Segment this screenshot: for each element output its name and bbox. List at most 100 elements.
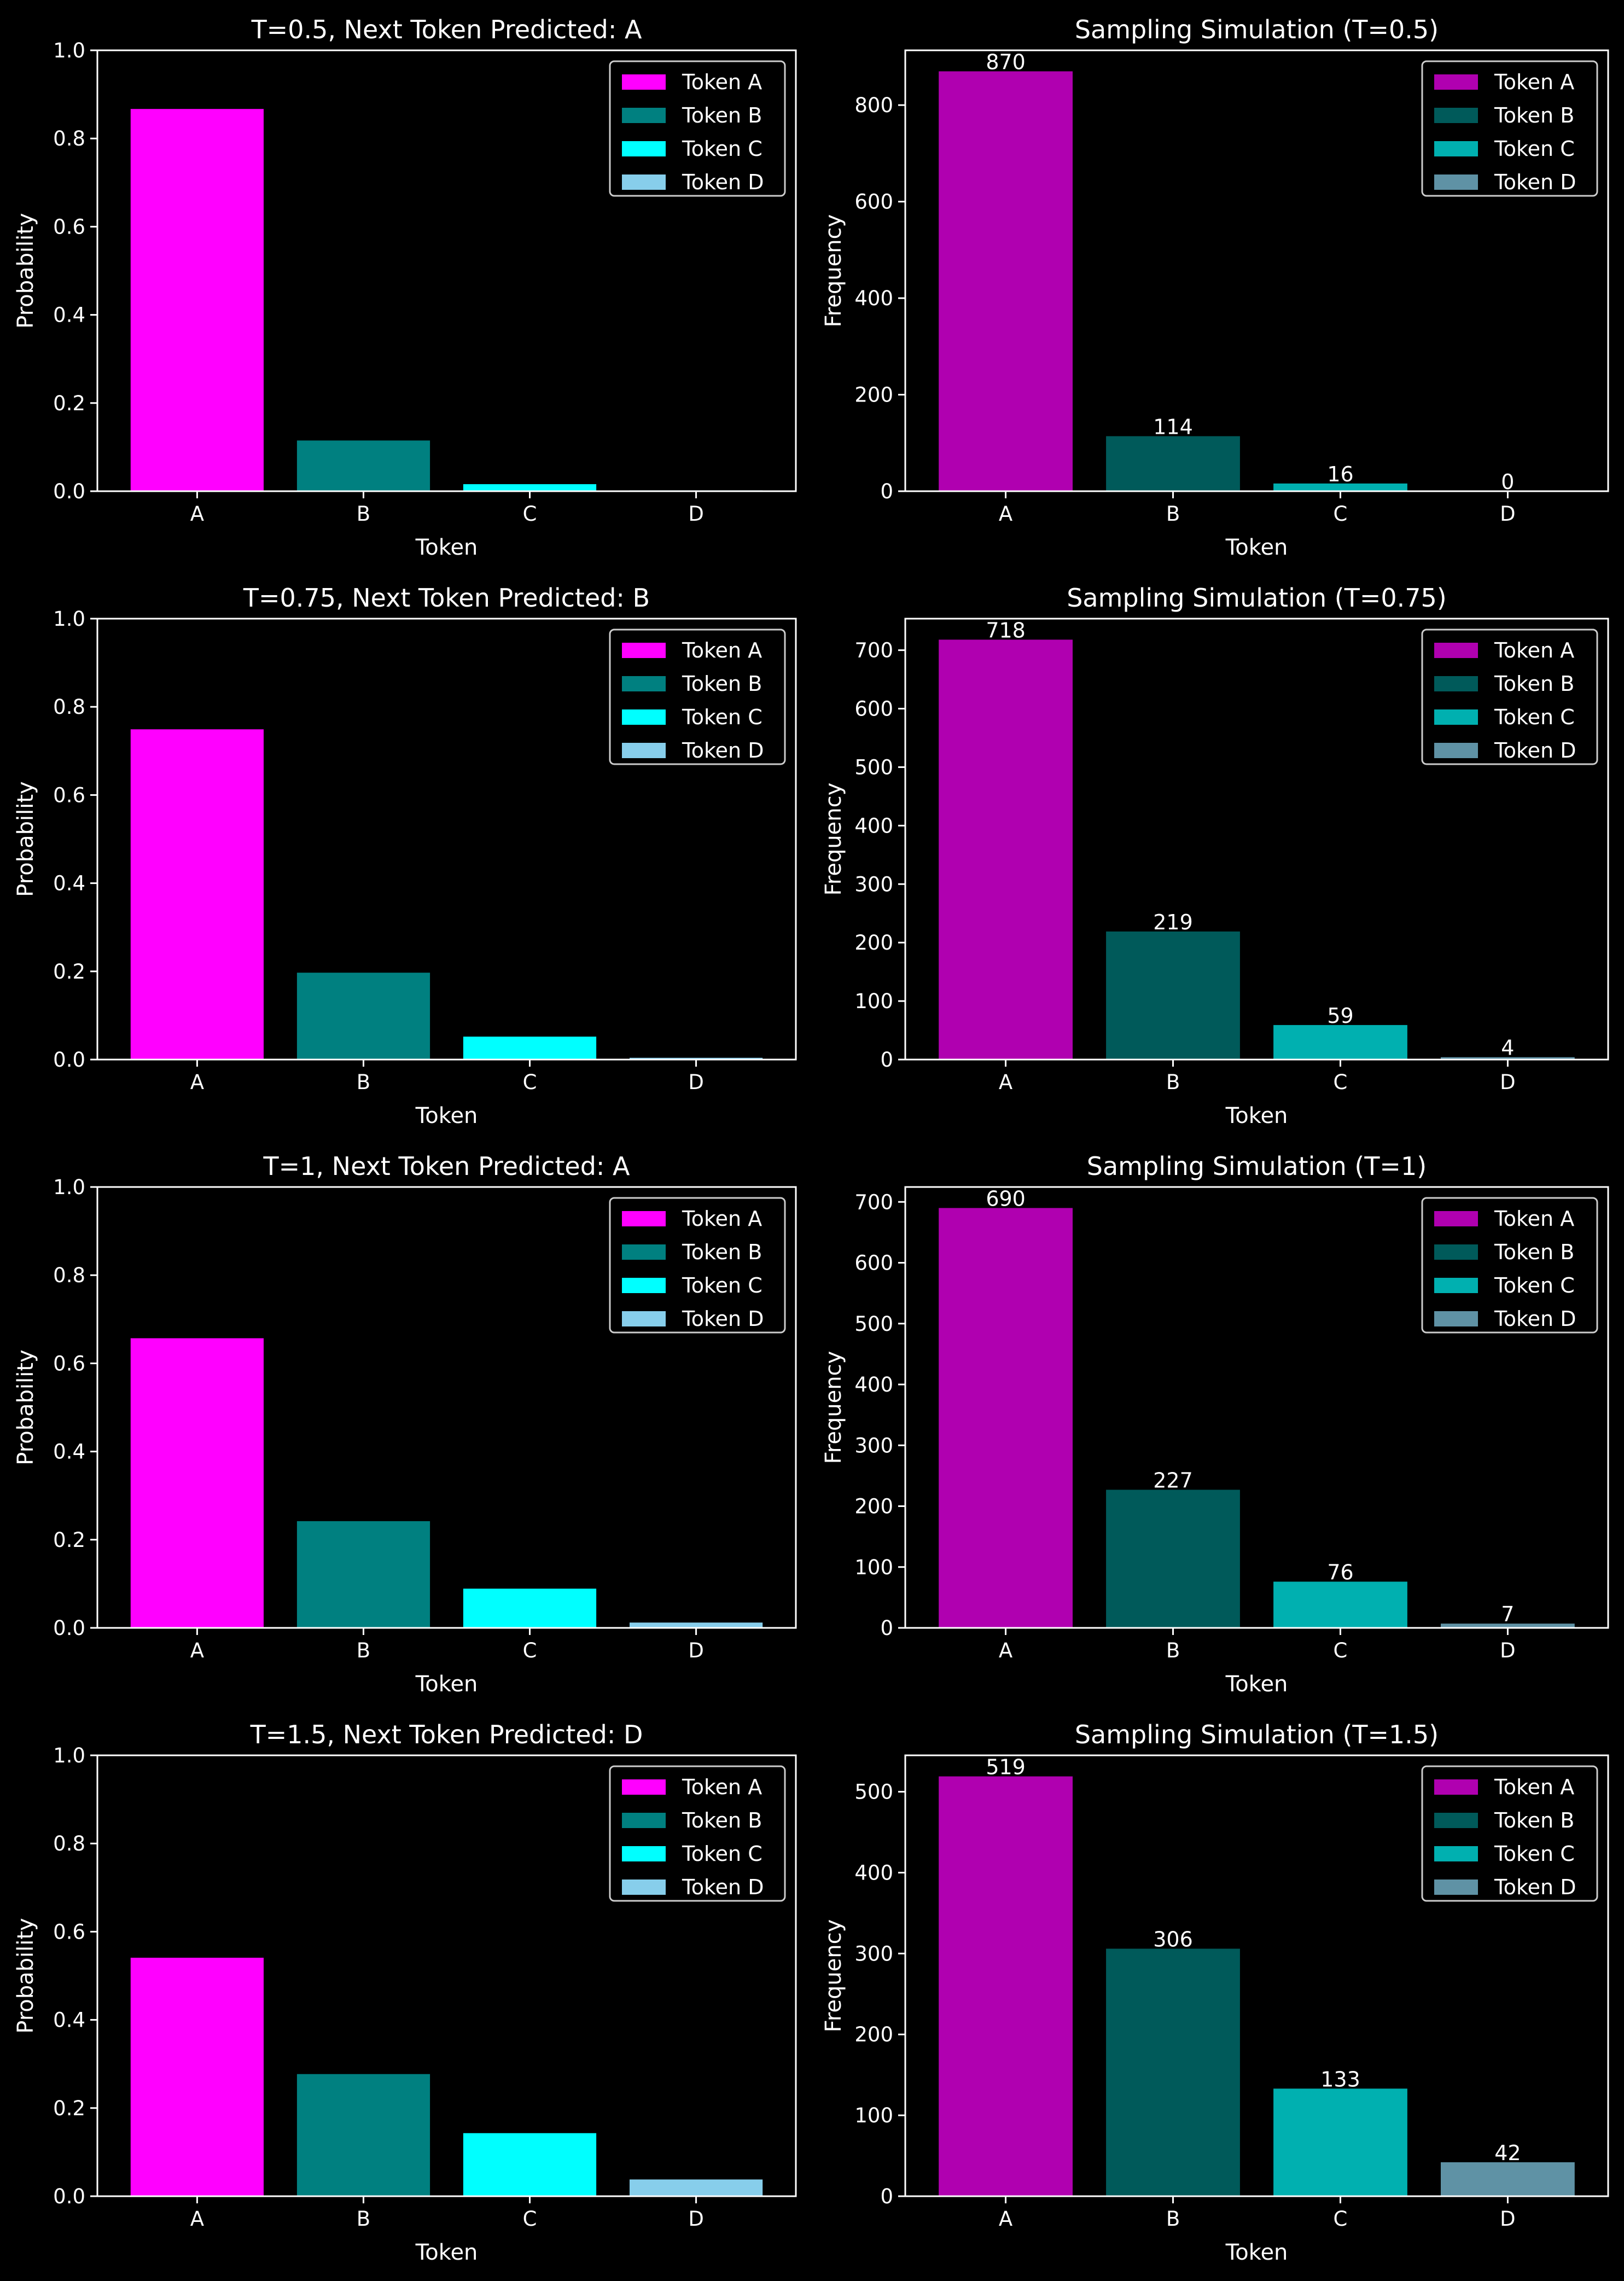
legend-swatch-b (1434, 108, 1478, 123)
data-label-b: 114 (1153, 415, 1193, 439)
legend-label-a: Token A (682, 1775, 762, 1799)
y-tick-label: 700 (854, 1190, 893, 1214)
y-tick-label: 500 (854, 1780, 893, 1804)
axes-frame (904, 1186, 1609, 1629)
legend-swatch-c (1434, 709, 1478, 725)
legend-swatch-b (1434, 676, 1478, 691)
y-tick-label: 1.0 (53, 607, 85, 631)
bar-d (630, 2179, 763, 2196)
bar-a (130, 1338, 264, 1628)
x-tick-label: D (1500, 1639, 1516, 1662)
legend-label-d: Token D (682, 738, 764, 763)
legend-label-d: Token D (682, 170, 764, 194)
bar-c (1273, 1025, 1407, 1060)
data-label-b: 306 (1153, 1928, 1193, 1952)
bar-c (1273, 1581, 1407, 1628)
legend-label-a: Token A (682, 1207, 762, 1231)
legend-swatch-a (622, 74, 666, 90)
y-tick-label: 300 (854, 1434, 893, 1457)
y-axis-label: Probability (13, 213, 38, 328)
x-tick-label: B (357, 2207, 370, 2231)
data-label-d: 0 (1501, 470, 1514, 494)
legend-label-a: Token A (1494, 70, 1574, 94)
y-tick-label: 0.2 (53, 392, 85, 415)
legend-swatch-c (622, 1278, 666, 1293)
y-axis-label: Probability (13, 1918, 38, 2033)
y-tick-label: 0.4 (53, 1440, 85, 1464)
bar-b (296, 440, 430, 491)
y-tick-label: 600 (854, 697, 893, 721)
legend-swatch-a (622, 643, 666, 658)
legend-label-d: Token D (1494, 1307, 1576, 1331)
data-label-a: 690 (986, 1186, 1026, 1211)
data-label-c: 133 (1320, 2067, 1360, 2091)
x-tick-label: C (523, 1639, 537, 1662)
y-tick-label: 300 (854, 872, 893, 896)
legend-swatch-d (622, 1880, 666, 1895)
x-axis-label: Token (415, 1103, 478, 1128)
legend-swatch-d (1434, 174, 1478, 190)
chart-5: A B C D 0.0 0.2 0.4 0.6 0.8 1.0 T=1, Next Token Pr… (13, 1151, 797, 1697)
y-axis-label: Probability (13, 1349, 38, 1465)
axes-frame (904, 49, 1609, 492)
legend-swatch-a (1434, 74, 1478, 90)
data-label-a: 718 (986, 618, 1026, 642)
y-tick-label: 0.0 (53, 1616, 85, 1640)
x-tick-label: C (1334, 2207, 1348, 2231)
legend-label-a: Token A (682, 70, 762, 94)
x-tick-label: B (1166, 1639, 1180, 1662)
x-tick-label: A (190, 502, 204, 526)
legend-swatch-c (622, 1846, 666, 1861)
x-tick-label: A (999, 1639, 1012, 1662)
x-axis-label: Token (1225, 1103, 1288, 1128)
chart-3: A B C D 0.0 0.2 0.4 0.6 0.8 1.0 T=0.75, Next Token… (13, 583, 797, 1128)
chart-title: T=1.5, Next Token Predicted: D (250, 1720, 643, 1749)
bar-b (296, 973, 430, 1060)
data-label-d: 4 (1501, 1036, 1514, 1060)
chart-7: A B C D 0.0 0.2 0.4 0.6 0.8 1.0 T=1.5, Next Token … (13, 1720, 797, 2265)
x-tick-label: A (190, 1070, 204, 1094)
y-tick-label: 0 (880, 1616, 893, 1640)
bar-a (130, 729, 264, 1060)
data-label-c: 16 (1327, 462, 1353, 486)
y-tick-label: 200 (854, 931, 893, 955)
x-tick-label: B (357, 1639, 370, 1662)
x-tick-label: A (190, 2207, 204, 2231)
x-tick-label: D (1500, 2207, 1516, 2231)
chart-title: Sampling Simulation (T=0.5) (1075, 15, 1439, 44)
legend-label-b: Token B (682, 672, 762, 696)
legend-label-d: Token D (1494, 170, 1576, 194)
x-tick-label: B (357, 1070, 370, 1094)
y-tick-label: 0.8 (53, 127, 85, 150)
x-tick-label: B (1166, 502, 1180, 526)
legend-swatch-c (1434, 1278, 1478, 1293)
y-tick-label: 0.8 (53, 1832, 85, 1855)
x-tick-label: C (1334, 1070, 1348, 1094)
data-label-b: 219 (1153, 910, 1193, 934)
x-axis-label: Token (1225, 1672, 1288, 1697)
x-axis-label: Token (415, 535, 478, 560)
bar-a (939, 1776, 1073, 2196)
axes-frame (904, 1754, 1609, 2197)
legend-label-d: Token D (682, 1307, 764, 1331)
legend-swatch-d (622, 1311, 666, 1326)
legend-swatch-a (1434, 1211, 1478, 1226)
legend-swatch-a (622, 1211, 666, 1226)
data-label-b: 227 (1153, 1469, 1193, 1493)
y-tick-label: 200 (854, 383, 893, 407)
legend-label-c: Token C (1494, 1273, 1575, 1297)
legend-label-b: Token B (1494, 1240, 1574, 1264)
chart-title: T=0.5, Next Token Predicted: A (251, 15, 642, 44)
x-tick-label: C (523, 502, 537, 526)
legend-box (609, 1197, 786, 1334)
legend-label-b: Token B (682, 1240, 762, 1264)
y-tick-label: 0.4 (53, 872, 85, 895)
x-tick-label: D (688, 2207, 704, 2231)
y-tick-label: 400 (854, 814, 893, 837)
bar-a (939, 71, 1073, 491)
legend-label-a: Token A (1494, 1775, 1574, 1799)
data-label-a: 870 (986, 50, 1026, 74)
y-tick-label: 0.6 (53, 1352, 85, 1375)
x-axis-label: Token (415, 2240, 478, 2265)
